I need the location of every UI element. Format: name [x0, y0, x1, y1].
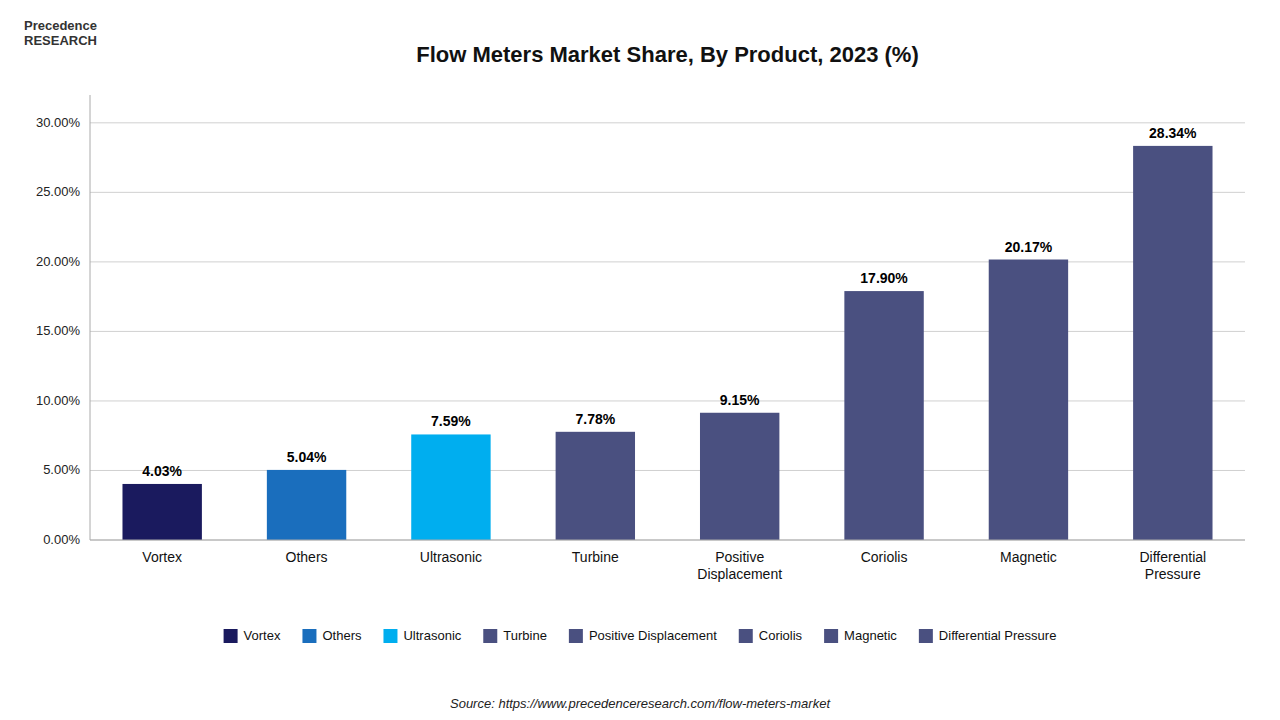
grid-line — [90, 540, 1245, 541]
y-tick-label: 0.00% — [43, 532, 80, 547]
grid — [90, 123, 1245, 540]
x-axis-line — [90, 540, 1245, 541]
bar — [844, 291, 923, 540]
legend-item: Turbine — [483, 628, 547, 643]
legend-item: Differential Pressure — [919, 628, 1057, 643]
legend-swatch — [483, 629, 497, 643]
legend-item: Magnetic — [824, 628, 897, 643]
chart: PrecedenceRESEARCH Source: https://www.pr… — [0, 0, 1280, 720]
y-tick-label: 5.00% — [43, 462, 80, 477]
x-tick-label: Ultrasonic — [420, 549, 482, 565]
x-tick-label: PositiveDisplacement — [697, 549, 782, 582]
background — [0, 0, 1280, 720]
grid-line — [90, 261, 1245, 262]
legend-swatch — [302, 629, 316, 643]
legend: Vortex Others Ultrasonic Turbine Positive Di… — [224, 628, 1057, 643]
x-tick-label: Coriolis — [861, 549, 908, 565]
legend-item: Ultrasonic — [383, 628, 461, 643]
legend-swatch — [739, 629, 753, 643]
x-tick-label: Turbine — [572, 549, 619, 565]
source-text: Source: https://www.precedenceresearch.c… — [450, 696, 831, 711]
legend-label: Magnetic — [844, 628, 897, 643]
title: Flow Meters Market Share, By Product, 20… — [416, 42, 919, 67]
legend-label: Vortex — [244, 628, 281, 643]
legend-label: Others — [322, 628, 362, 643]
data-label: 5.04% — [287, 449, 327, 465]
legend-swatch — [224, 629, 238, 643]
legend-label: Positive Displacement — [589, 628, 717, 643]
bar — [556, 432, 635, 540]
x-tick-label: Vortex — [142, 549, 182, 565]
grid-line — [90, 331, 1245, 332]
y-tick-label: 15.00% — [36, 323, 81, 338]
data-label: 7.78% — [575, 411, 615, 427]
x-tick-label: Others — [286, 549, 328, 565]
legend-item: Positive Displacement — [569, 628, 717, 643]
bar — [700, 413, 779, 540]
data-label: 7.59% — [431, 413, 471, 429]
legend-swatch — [383, 629, 397, 643]
data-label: 20.17% — [1005, 239, 1053, 255]
legend-label: Coriolis — [759, 628, 803, 643]
y-tick-label: 25.00% — [36, 184, 81, 199]
grid-line — [90, 192, 1245, 193]
legend-item: Coriolis — [739, 628, 803, 643]
legend-swatch — [824, 629, 838, 643]
x-tick-label: Magnetic — [1000, 549, 1057, 565]
bar — [1133, 146, 1212, 540]
legend-item: Vortex — [224, 628, 281, 643]
legend-swatch — [919, 629, 933, 643]
y-tick-label: 20.00% — [36, 254, 81, 269]
grid-line — [90, 470, 1245, 471]
y-axis-line — [90, 95, 91, 540]
grid-line — [90, 400, 1245, 401]
bar — [122, 484, 201, 540]
y-tick-label: 30.00% — [36, 115, 81, 130]
bars — [122, 146, 1212, 540]
data-label: 4.03% — [142, 463, 182, 479]
data-label: 28.34% — [1149, 125, 1197, 141]
legend-label: Ultrasonic — [403, 628, 461, 643]
x-tick-label: DifferentialPressure — [1139, 549, 1206, 582]
bar — [989, 260, 1068, 540]
legend-label: Differential Pressure — [939, 628, 1057, 643]
data-label: 9.15% — [720, 392, 760, 408]
legend-swatch — [569, 629, 583, 643]
bar — [267, 470, 346, 540]
y-tick-label: 10.00% — [36, 393, 81, 408]
grid-line — [90, 122, 1245, 123]
data-label: 17.90% — [860, 270, 908, 286]
legend-item: Others — [302, 628, 362, 643]
bar — [411, 434, 490, 540]
logo-text: PrecedenceRESEARCH — [24, 18, 97, 48]
legend-label: Turbine — [503, 628, 547, 643]
